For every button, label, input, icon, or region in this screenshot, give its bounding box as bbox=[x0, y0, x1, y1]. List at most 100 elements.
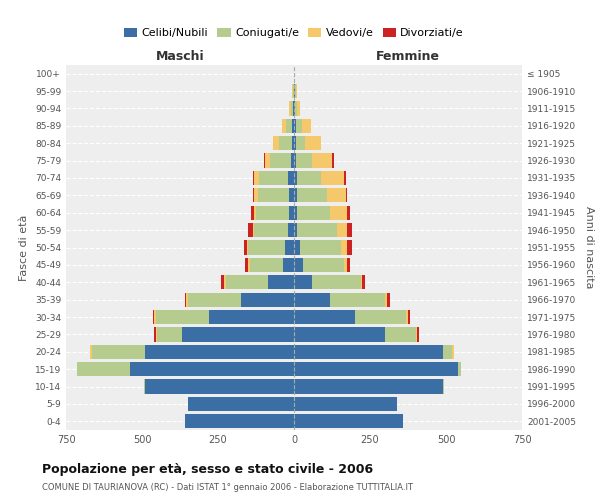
Bar bbox=[253, 171, 254, 185]
Bar bbox=[286, 118, 292, 133]
Bar bbox=[248, 240, 285, 254]
Bar bbox=[91, 344, 92, 359]
Bar bbox=[347, 223, 352, 237]
Bar bbox=[186, 292, 188, 307]
Bar bbox=[289, 102, 291, 116]
Bar bbox=[292, 84, 293, 98]
Bar bbox=[154, 328, 155, 342]
Bar bbox=[294, 240, 300, 254]
Text: COMUNE DI TAURIANOVA (RC) - Dati ISTAT 1° gennaio 2006 - Elaborazione TUTTITALIA: COMUNE DI TAURIANOVA (RC) - Dati ISTAT 1… bbox=[42, 484, 413, 492]
Bar bbox=[245, 258, 248, 272]
Bar bbox=[408, 310, 410, 324]
Bar bbox=[294, 344, 443, 359]
Bar bbox=[416, 328, 417, 342]
Bar bbox=[295, 84, 296, 98]
Bar bbox=[302, 118, 311, 133]
Bar bbox=[303, 258, 344, 272]
Bar bbox=[224, 275, 226, 289]
Bar bbox=[341, 240, 347, 254]
Bar bbox=[185, 414, 294, 428]
Bar bbox=[294, 188, 297, 202]
Bar bbox=[293, 102, 294, 116]
Bar bbox=[305, 136, 322, 150]
Bar bbox=[385, 328, 416, 342]
Bar bbox=[154, 310, 155, 324]
Bar bbox=[273, 136, 279, 150]
Bar bbox=[263, 154, 265, 168]
Bar bbox=[297, 102, 300, 116]
Bar bbox=[294, 102, 295, 116]
Bar bbox=[297, 188, 328, 202]
Bar bbox=[294, 292, 331, 307]
Bar bbox=[387, 292, 390, 307]
Text: Maschi: Maschi bbox=[155, 50, 205, 64]
Bar bbox=[297, 206, 331, 220]
Bar bbox=[347, 206, 350, 220]
Bar bbox=[283, 258, 294, 272]
Bar bbox=[244, 240, 247, 254]
Bar bbox=[406, 310, 408, 324]
Bar bbox=[77, 362, 130, 376]
Bar bbox=[289, 188, 294, 202]
Y-axis label: Anni di nascita: Anni di nascita bbox=[584, 206, 595, 289]
Bar bbox=[282, 118, 286, 133]
Text: Femmine: Femmine bbox=[376, 50, 440, 64]
Bar bbox=[288, 223, 294, 237]
Bar bbox=[347, 240, 352, 254]
Bar bbox=[294, 380, 443, 394]
Bar bbox=[289, 206, 294, 220]
Bar bbox=[155, 310, 209, 324]
Bar bbox=[254, 171, 259, 185]
Bar bbox=[145, 380, 294, 394]
Bar bbox=[312, 275, 361, 289]
Bar bbox=[362, 275, 365, 289]
Bar bbox=[294, 136, 296, 150]
Bar bbox=[253, 188, 254, 202]
Bar bbox=[92, 344, 145, 359]
Bar bbox=[296, 84, 297, 98]
Bar bbox=[182, 328, 294, 342]
Bar bbox=[294, 206, 297, 220]
Bar bbox=[347, 258, 350, 272]
Bar bbox=[417, 328, 419, 342]
Bar bbox=[346, 188, 347, 202]
Bar bbox=[248, 258, 250, 272]
Bar bbox=[458, 362, 461, 376]
Bar bbox=[297, 223, 337, 237]
Bar bbox=[152, 310, 154, 324]
Bar bbox=[331, 206, 347, 220]
Bar bbox=[443, 380, 445, 394]
Bar bbox=[294, 275, 312, 289]
Bar bbox=[291, 154, 294, 168]
Bar bbox=[209, 310, 294, 324]
Bar bbox=[443, 344, 452, 359]
Bar bbox=[188, 397, 294, 411]
Bar bbox=[257, 188, 289, 202]
Bar bbox=[269, 154, 291, 168]
Bar bbox=[155, 328, 157, 342]
Bar bbox=[297, 171, 322, 185]
Bar bbox=[328, 188, 346, 202]
Bar bbox=[265, 154, 269, 168]
Bar bbox=[188, 292, 241, 307]
Bar bbox=[294, 154, 296, 168]
Bar bbox=[322, 171, 344, 185]
Bar bbox=[254, 223, 288, 237]
Bar bbox=[226, 275, 268, 289]
Bar bbox=[385, 292, 387, 307]
Text: Popolazione per età, sesso e stato civile - 2006: Popolazione per età, sesso e stato civil… bbox=[42, 462, 373, 475]
Bar bbox=[254, 188, 257, 202]
Bar bbox=[247, 240, 248, 254]
Bar bbox=[296, 154, 312, 168]
Bar bbox=[294, 362, 458, 376]
Bar bbox=[294, 84, 295, 98]
Bar bbox=[331, 292, 385, 307]
Bar bbox=[259, 171, 288, 185]
Bar bbox=[295, 102, 297, 116]
Y-axis label: Fasce di età: Fasce di età bbox=[19, 214, 29, 280]
Bar bbox=[294, 310, 355, 324]
Bar bbox=[344, 171, 346, 185]
Bar bbox=[254, 206, 256, 220]
Bar bbox=[355, 310, 406, 324]
Bar bbox=[452, 344, 454, 359]
